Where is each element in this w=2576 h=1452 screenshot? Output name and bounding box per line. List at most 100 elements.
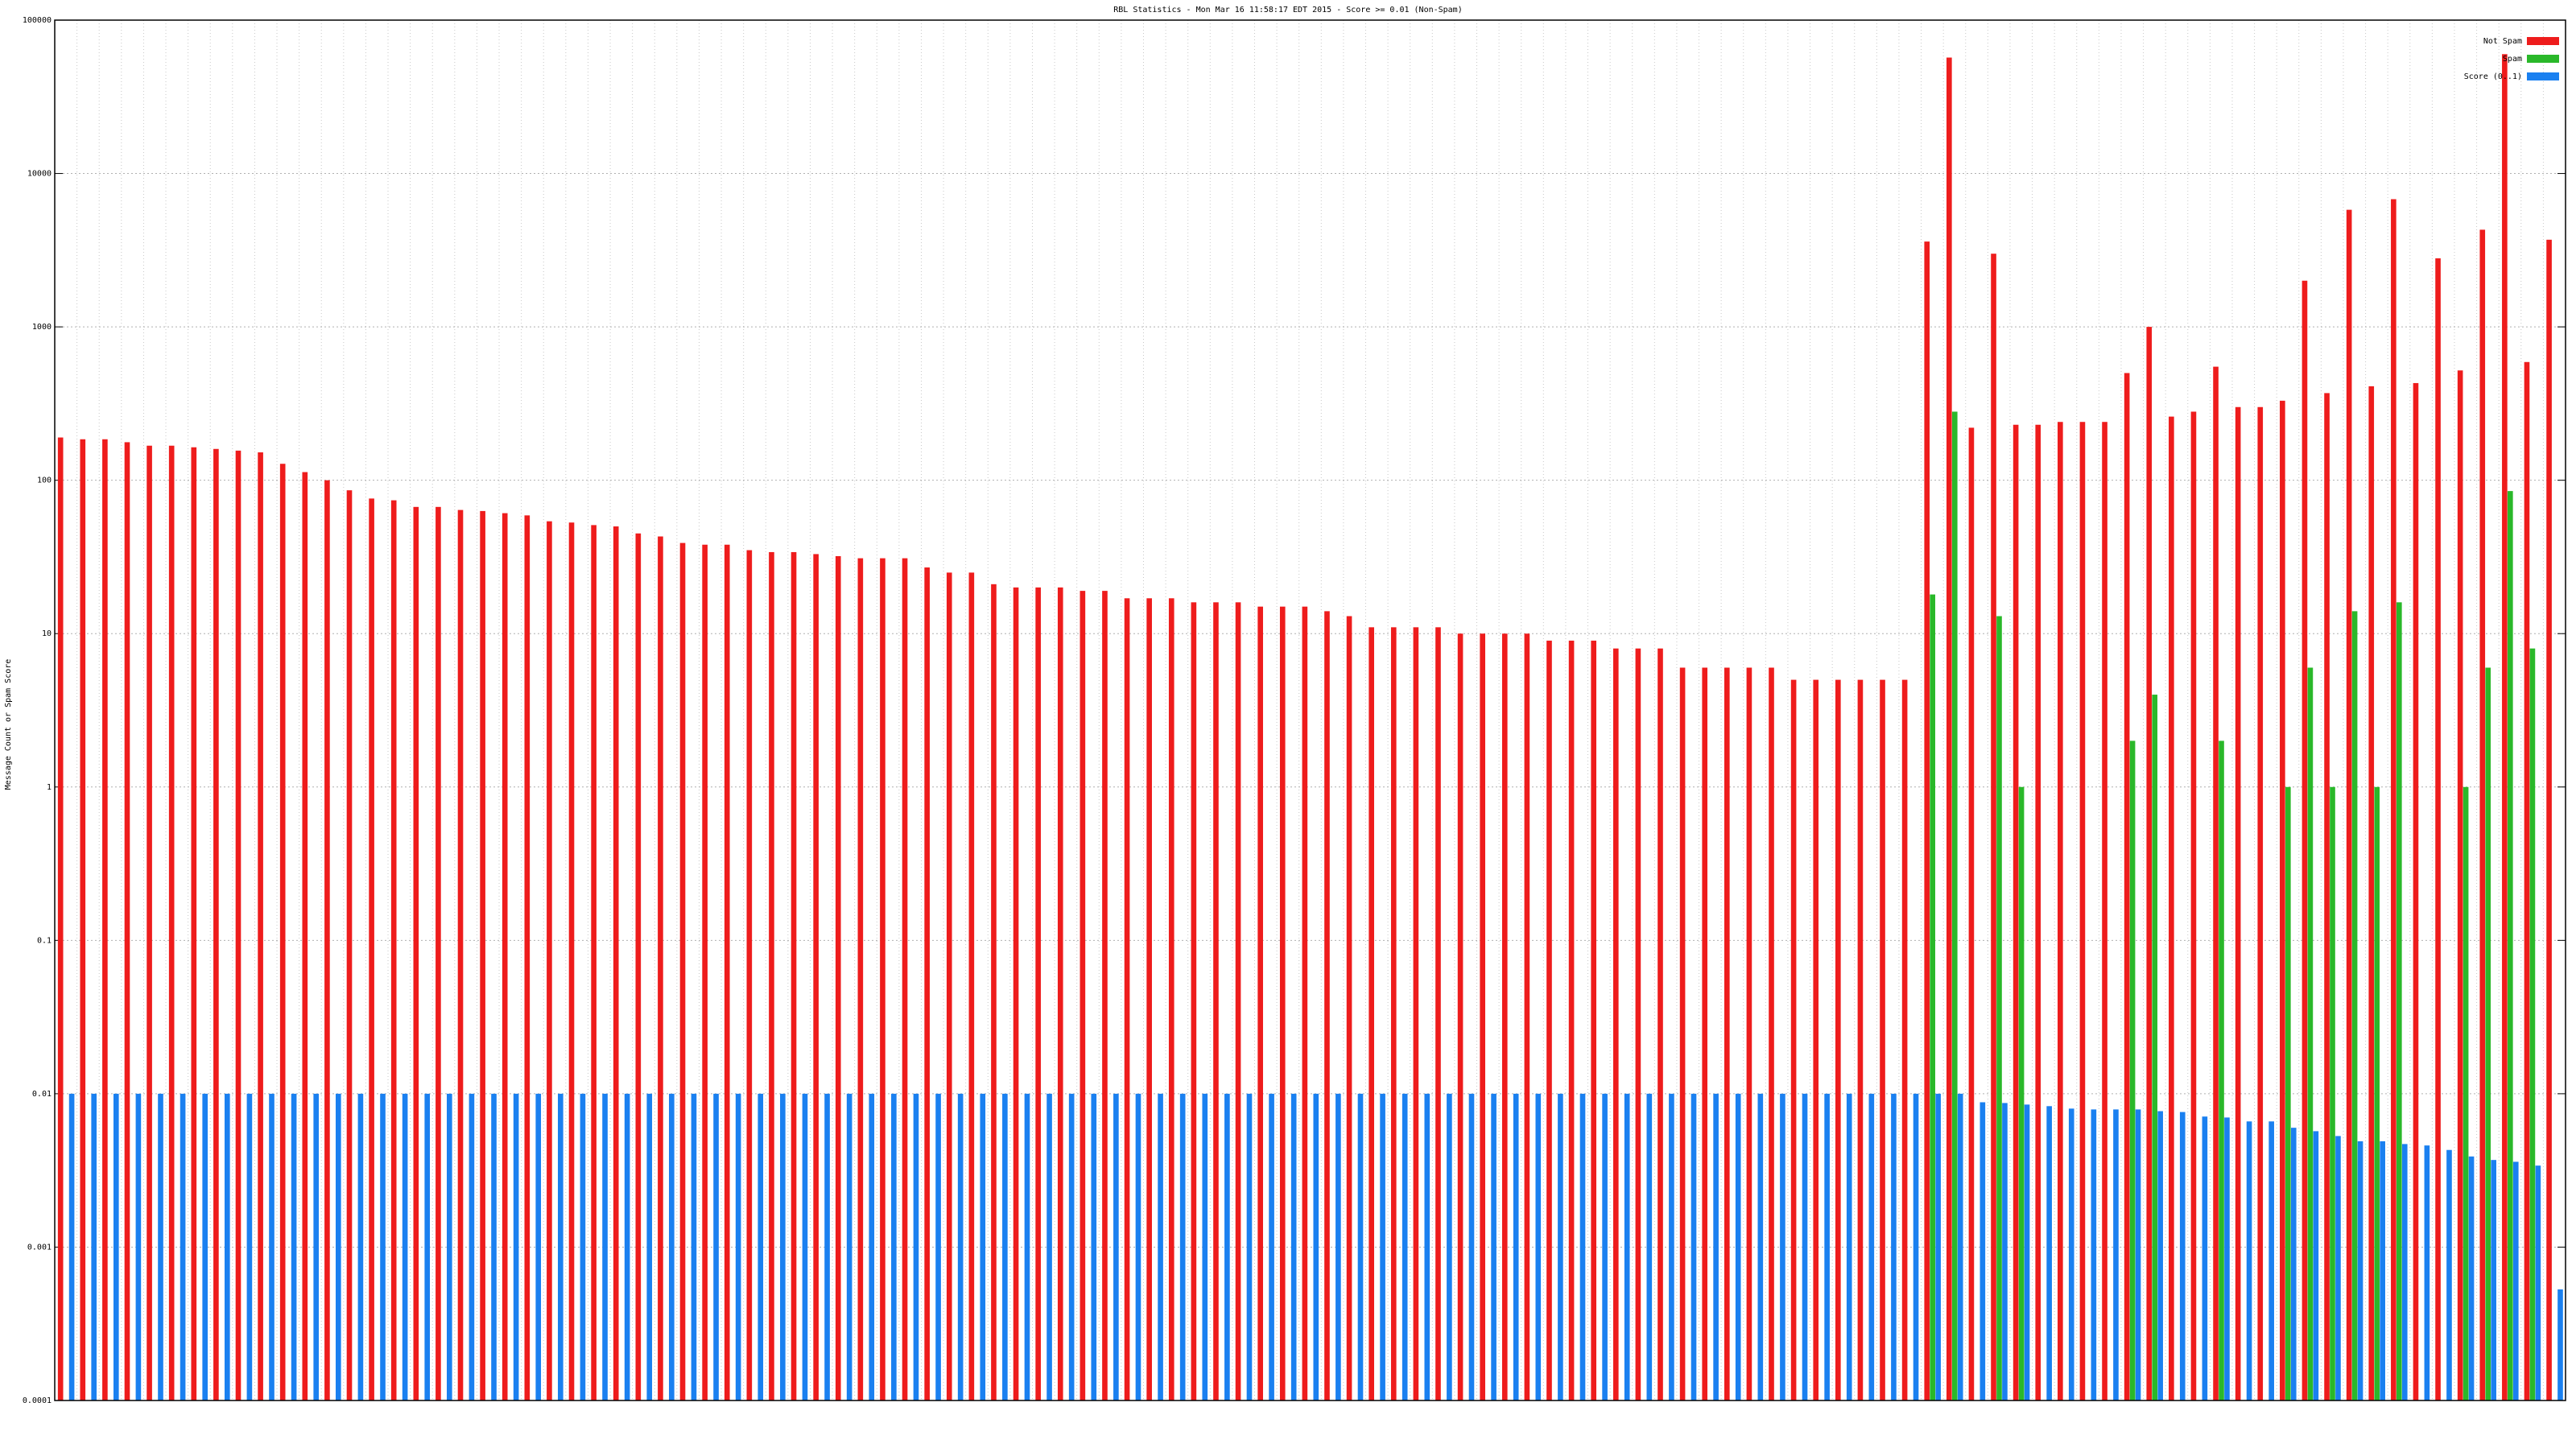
bar (591, 525, 597, 1400)
y-tick-label: 100 (37, 476, 52, 485)
bar (1368, 627, 1374, 1400)
bar (402, 1093, 408, 1400)
bar (413, 506, 419, 1400)
bar (1447, 1093, 1452, 1400)
bar (2330, 786, 2335, 1400)
bar (1868, 1093, 1875, 1400)
bar (1702, 667, 1708, 1400)
bar (424, 1093, 431, 1400)
bar (1191, 602, 1197, 1400)
bar (935, 1093, 941, 1400)
legend-label: Spam (2503, 55, 2522, 64)
bar (1901, 679, 1908, 1400)
bar (2046, 1106, 2052, 1400)
bar (2368, 386, 2375, 1400)
legend-swatch (2527, 37, 2559, 45)
bar (1335, 1093, 1341, 1400)
bar (524, 515, 530, 1401)
bar (1624, 1093, 1630, 1400)
bar (724, 544, 730, 1400)
bar (113, 1093, 119, 1400)
bar (1302, 606, 1308, 1400)
bar (1213, 602, 1219, 1400)
bar (1769, 667, 1774, 1400)
bar (1880, 679, 1885, 1400)
bar (813, 554, 819, 1400)
bar (769, 551, 774, 1400)
bar (1002, 1093, 1008, 1400)
bar (635, 533, 642, 1400)
bar (2290, 1128, 2297, 1400)
bar (691, 1093, 697, 1400)
bar (1501, 633, 1508, 1400)
bar (346, 490, 353, 1400)
bar (2013, 424, 2019, 1400)
bar (1996, 616, 2002, 1400)
y-tick-label: 10000 (27, 170, 52, 179)
bar (480, 510, 485, 1400)
y-tick-label: 10 (42, 629, 52, 638)
bar (502, 513, 508, 1400)
bar (2313, 1131, 2319, 1400)
bar (2307, 667, 2314, 1400)
bar (1135, 1093, 1141, 1400)
bar (2413, 382, 2419, 1401)
bar (2491, 1160, 2496, 1400)
bar (1202, 1093, 1208, 1400)
bar (880, 558, 886, 1400)
bar (135, 1093, 142, 1400)
bar (2468, 1156, 2475, 1400)
bar (846, 1093, 852, 1400)
bar (2324, 393, 2330, 1400)
bar (1269, 1093, 1274, 1400)
bar (2396, 602, 2402, 1400)
bar (180, 1093, 186, 1400)
bar (558, 1093, 564, 1400)
bar (2018, 786, 2025, 1400)
bar (1113, 1093, 1119, 1400)
bar (2035, 424, 2041, 1400)
bar (1346, 616, 1352, 1400)
bar (924, 567, 930, 1400)
bar (2024, 1104, 2030, 1400)
bar (2357, 1141, 2363, 1400)
bar (891, 1093, 897, 1400)
bar (2457, 370, 2463, 1400)
bar (380, 1093, 386, 1400)
y-tick-label: 1 (47, 783, 52, 792)
bar (613, 526, 619, 1401)
bar (2102, 422, 2107, 1400)
bar (2301, 280, 2308, 1400)
bar (1535, 1093, 1542, 1400)
y-tick-label: 100000 (23, 16, 52, 25)
bar (1513, 1093, 1519, 1400)
bar (547, 521, 552, 1400)
bar (124, 442, 130, 1400)
bar (2485, 667, 2491, 1400)
bar (1746, 667, 1752, 1400)
bar (1380, 1093, 1385, 1400)
bar (68, 1093, 75, 1400)
y-tick-label: 0.0001 (23, 1396, 52, 1405)
bar (1235, 602, 1241, 1400)
y-axis-label: Message Count or Spam Score (4, 659, 13, 790)
bar (1679, 667, 1686, 1400)
bar (702, 544, 708, 1400)
bar (624, 1093, 630, 1400)
bar (735, 1093, 741, 1400)
bar (2002, 1103, 2008, 1400)
bar (436, 506, 441, 1400)
bar (390, 500, 397, 1401)
bar (2068, 1108, 2074, 1400)
bar (1913, 1093, 1919, 1400)
bar (102, 439, 108, 1400)
bar (1724, 667, 1730, 1400)
bar (2091, 1109, 2097, 1400)
bar (646, 1093, 653, 1400)
bar (1024, 1093, 1030, 1400)
bar (2502, 54, 2508, 1400)
bar (2335, 1136, 2341, 1400)
bar (2257, 406, 2264, 1401)
bar (2380, 1141, 2385, 1400)
